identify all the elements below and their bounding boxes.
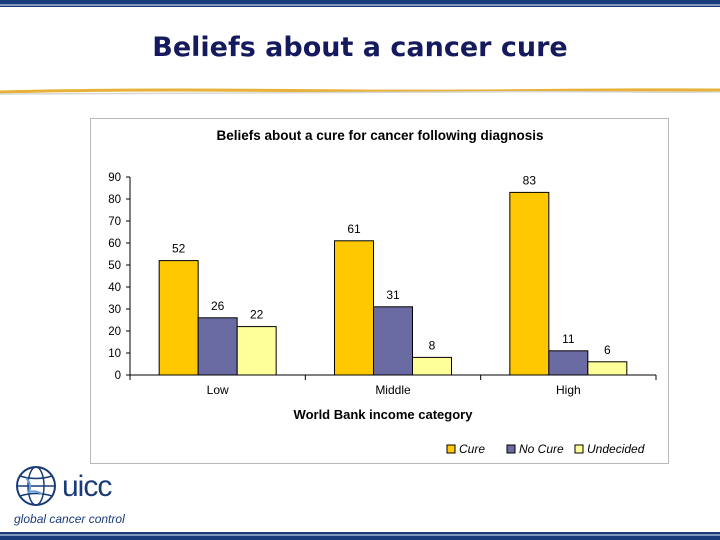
- bar-chart: Beliefs about a cure for cancer followin…: [108, 128, 657, 456]
- y-tick-label: 10: [108, 348, 121, 360]
- bar: [548, 350, 589, 376]
- data-label: 22: [250, 308, 264, 322]
- bar: [373, 306, 413, 376]
- y-tick-label: 40: [108, 282, 121, 294]
- logo-wordmark: uicc: [62, 470, 112, 503]
- legend-swatch: [506, 444, 516, 454]
- legend-label: Cure: [459, 442, 485, 456]
- data-label: 31: [386, 288, 400, 302]
- legend-swatch: [446, 444, 456, 454]
- top-decorative-strip: [0, 0, 720, 7]
- bar: [236, 326, 277, 376]
- y-tick-label: 20: [108, 326, 121, 338]
- y-tick-label: 0: [115, 370, 121, 382]
- y-axis: 0 10 20 30 40 50 60 70 80 90: [108, 172, 131, 382]
- y-tick-label: 70: [108, 216, 121, 228]
- x-tick-label: Middle: [375, 383, 411, 397]
- y-tick-label: 80: [108, 194, 121, 206]
- legend-swatch: [574, 444, 584, 454]
- data-label: 26: [211, 299, 225, 313]
- bar: [412, 356, 452, 376]
- bar: [587, 361, 628, 376]
- legend-label: Undecided: [587, 442, 645, 456]
- bars: [158, 191, 628, 376]
- y-tick-label: 60: [108, 238, 121, 250]
- y-tick-label: 30: [108, 304, 121, 316]
- y-tick-label: 50: [108, 260, 121, 272]
- legend: Cure No Cure Undecided: [446, 442, 645, 456]
- bottom-decorative-strip: [0, 532, 720, 540]
- bar: [509, 191, 550, 376]
- data-label: 11: [562, 332, 575, 346]
- y-tick-label: 90: [108, 172, 121, 184]
- x-tick-label: High: [556, 383, 581, 397]
- x-tick-label: Low: [207, 383, 229, 397]
- title-underline: [0, 88, 720, 95]
- x-axis-title: World Bank income category: [294, 407, 474, 422]
- data-label: 52: [172, 242, 186, 256]
- uicc-globe-icon: [16, 466, 56, 506]
- legend-label: No Cure: [519, 442, 564, 456]
- bar: [158, 260, 199, 376]
- logo-tagline: global cancer control: [14, 512, 125, 526]
- chart-title: Beliefs about a cure for cancer followin…: [216, 128, 543, 143]
- slide-title: Beliefs about a cancer cure: [152, 32, 568, 63]
- data-label: 83: [523, 173, 537, 187]
- data-label: 8: [429, 338, 436, 352]
- data-label: 6: [604, 343, 611, 357]
- data-labels: 52 26 22 61 31 8 83 11 6: [172, 173, 611, 356]
- bar: [334, 240, 374, 376]
- bar: [197, 317, 238, 376]
- x-axis: Low Middle High: [129, 374, 657, 397]
- data-label: 61: [347, 222, 361, 236]
